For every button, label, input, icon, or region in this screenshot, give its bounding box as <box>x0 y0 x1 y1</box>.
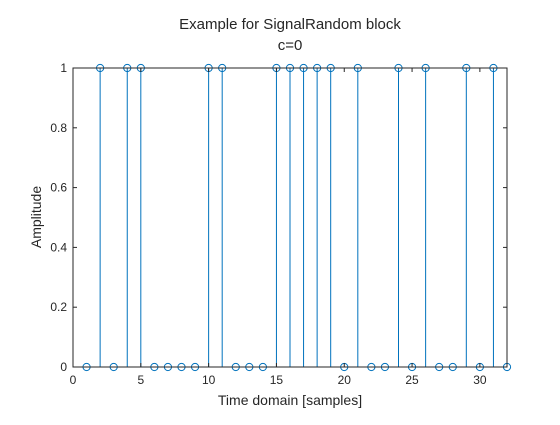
axes-box <box>72 67 508 368</box>
x-axis-ticks: 0 5 10 15 20 25 30 <box>70 68 487 387</box>
x-tick-label: 10 <box>202 373 216 387</box>
y-tick-label: 1 <box>60 61 67 75</box>
chart-title: Example for SignalRandom block <box>179 16 401 33</box>
chart-subtitle: c=0 <box>278 37 303 54</box>
x-tick-label: 5 <box>137 373 144 387</box>
y-tick-label: 0.4 <box>50 240 67 254</box>
y-axis-label: Amplitude <box>28 186 44 248</box>
x-tick-label: 15 <box>270 373 284 387</box>
y-tick-label: 0 <box>60 360 67 374</box>
y-axis-ticks: 0 0.2 0.4 0.6 0.8 1 <box>50 61 507 374</box>
y-tick-label: 0.6 <box>50 181 67 195</box>
y-tick-label: 0.8 <box>50 121 67 135</box>
x-tick-label: 0 <box>70 373 77 387</box>
x-tick-label: 20 <box>338 373 352 387</box>
x-tick-label: 25 <box>405 373 419 387</box>
x-axis-label: Time domain [samples] <box>218 392 362 408</box>
y-tick-label: 0.2 <box>50 300 67 314</box>
stem-lines <box>99 68 494 367</box>
x-tick-label: 30 <box>473 373 487 387</box>
